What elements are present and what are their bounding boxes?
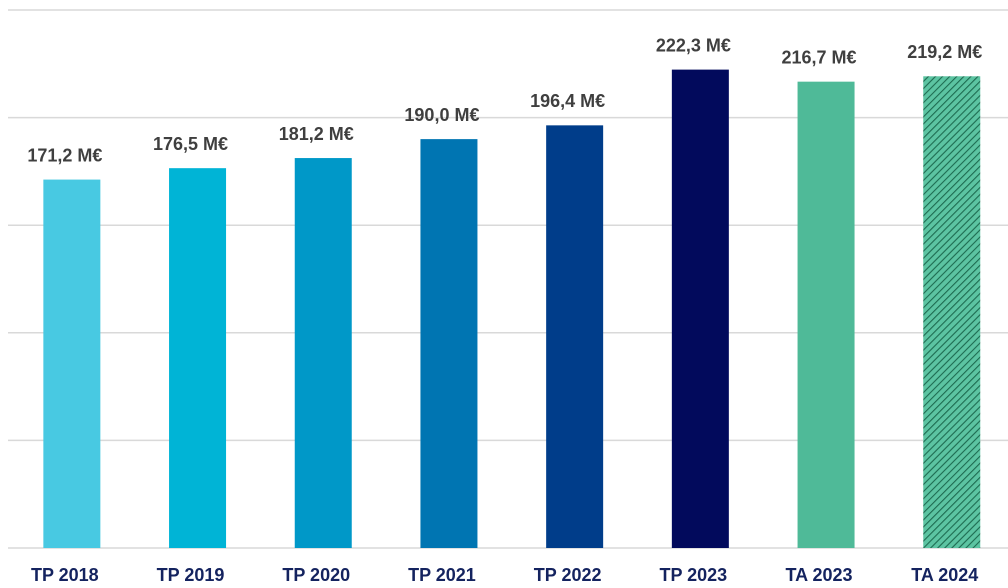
x-tick-label: TP 2018	[31, 565, 99, 585]
bar	[169, 168, 227, 548]
value-label: 196,4 M€	[530, 91, 605, 111]
bar	[420, 139, 478, 548]
x-tick-label: TA 2023	[786, 565, 853, 585]
value-label: 219,2 M€	[907, 42, 982, 62]
x-tick-label: TA 2024	[911, 565, 978, 585]
value-label: 216,7 M€	[782, 47, 857, 67]
x-tick-label: TP 2019	[157, 565, 225, 585]
x-tick-label: TP 2020	[282, 565, 350, 585]
bar	[671, 69, 729, 548]
bar	[294, 158, 352, 548]
bar	[923, 76, 981, 548]
value-label: 181,2 M€	[279, 124, 354, 144]
bar	[797, 81, 855, 549]
value-label: 190,0 M€	[404, 105, 479, 125]
bar	[546, 125, 604, 548]
bar	[43, 179, 101, 548]
x-tick-label: TP 2022	[534, 565, 602, 585]
x-tick-label: TP 2021	[408, 565, 476, 585]
x-tick-label: TP 2023	[659, 565, 727, 585]
value-label: 176,5 M€	[153, 134, 228, 154]
value-label: 171,2 M€	[27, 145, 102, 165]
value-label: 222,3 M€	[656, 35, 731, 55]
